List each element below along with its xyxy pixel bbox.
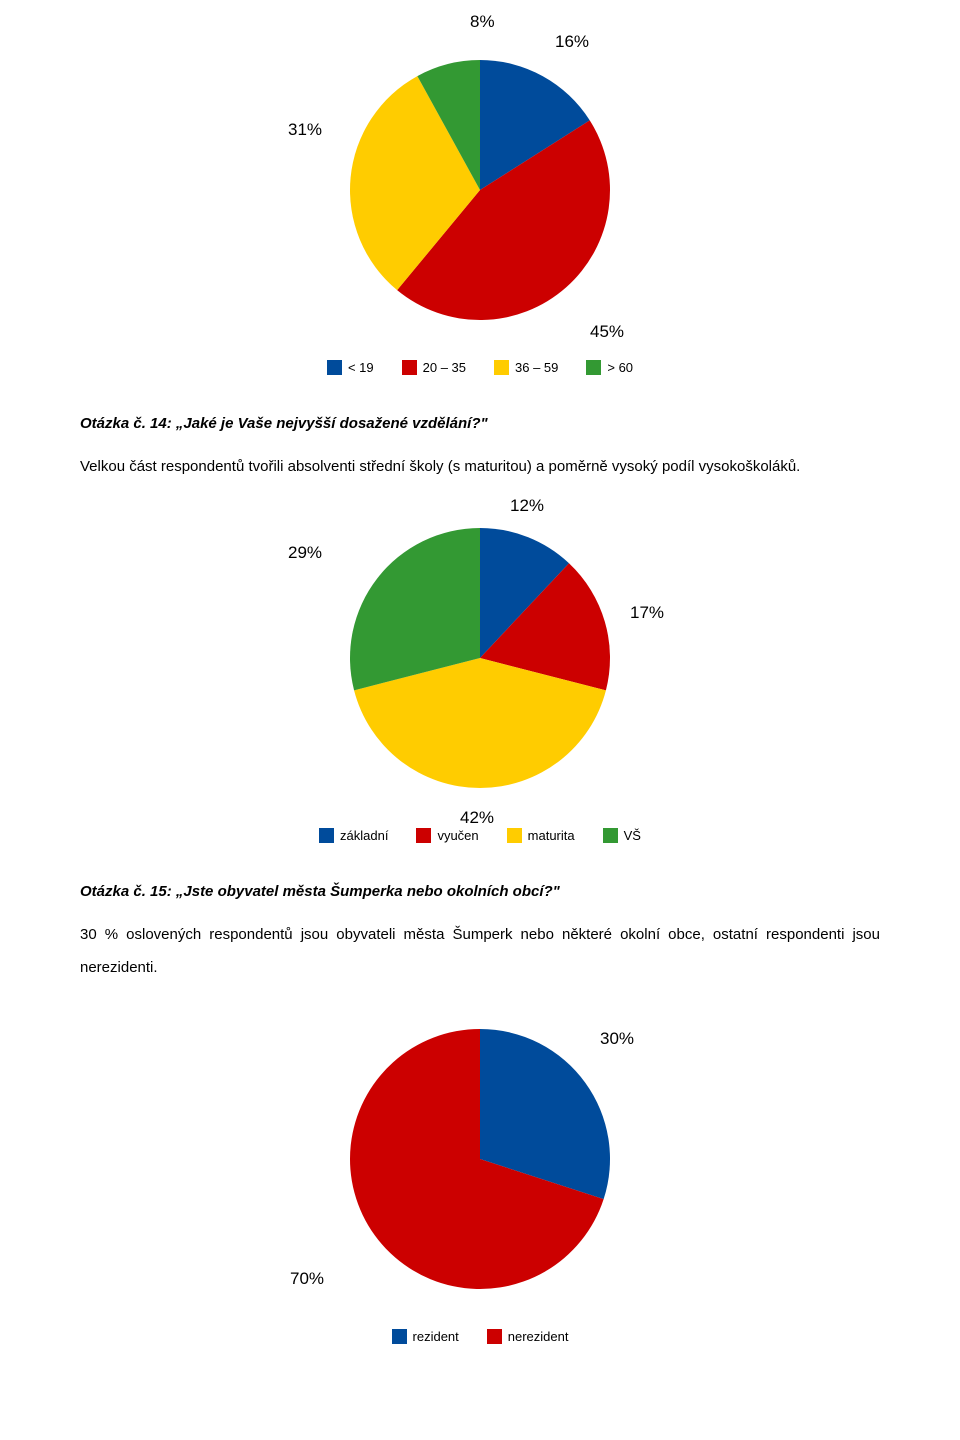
legend-item: vyučen — [416, 828, 478, 843]
legend-item: 20 – 35 — [402, 360, 466, 375]
education-chart-block: 12%17%29%42% základnívyučenmaturitaVŠ — [80, 508, 880, 843]
legend-item: maturita — [507, 828, 575, 843]
question-14-title: Otázka č. 14: „Jaké je Vaše nejvyšší dos… — [80, 415, 880, 432]
age-chart-block: 16%45%31%8% < 1920 – 3536 – 59> 60 — [80, 40, 880, 375]
pie-pct-label: 17% — [630, 603, 664, 623]
pie-pct-label: 16% — [555, 32, 589, 52]
pie-pct-label: 70% — [290, 1269, 324, 1289]
legend-swatch — [319, 828, 334, 843]
pie-pct-label: 31% — [288, 120, 322, 140]
legend-label: nerezident — [508, 1329, 569, 1344]
question-15-title: Otázka č. 15: „Jste obyvatel města Šumpe… — [80, 883, 880, 900]
age-pie — [310, 40, 650, 340]
residency-chart-block: 30% 70% rezident nerezident — [80, 1009, 880, 1344]
legend-label: vyučen — [437, 828, 478, 843]
legend-item: nerezident — [487, 1329, 569, 1344]
pie-pct-label: 12% — [510, 496, 544, 516]
legend-swatch — [507, 828, 522, 843]
legend-swatch — [586, 360, 601, 375]
pie-pct-label: 30% — [600, 1029, 634, 1049]
legend-item: rezident — [392, 1329, 459, 1344]
legend-label: maturita — [528, 828, 575, 843]
pie-pct-label: 29% — [288, 543, 322, 563]
legend-label: < 19 — [348, 360, 374, 375]
question-14-text: Velkou část respondentů tvořili absolven… — [80, 450, 880, 483]
age-pie-wrap: 16%45%31%8% — [80, 40, 880, 340]
legend-item: 36 – 59 — [494, 360, 558, 375]
legend-swatch — [494, 360, 509, 375]
education-pie — [310, 508, 650, 808]
legend-label: 36 – 59 — [515, 360, 558, 375]
residency-pie — [310, 1009, 650, 1309]
residency-legend: rezident nerezident — [80, 1329, 880, 1344]
legend-item: základní — [319, 828, 388, 843]
pie-pct-label: 42% — [460, 808, 494, 828]
pie-pct-label: 8% — [470, 12, 495, 32]
legend-swatch — [402, 360, 417, 375]
legend-label: > 60 — [607, 360, 633, 375]
legend-swatch — [327, 360, 342, 375]
education-pie-wrap: 12%17%29%42% — [80, 508, 880, 808]
age-legend: < 19 20 – 35 36 – 59 > 60 — [80, 360, 880, 375]
legend-label: VŠ — [624, 828, 641, 843]
legend-item: < 19 — [327, 360, 374, 375]
legend-label: rezident — [413, 1329, 459, 1344]
legend-swatch — [603, 828, 618, 843]
legend-swatch — [392, 1329, 407, 1344]
legend-swatch — [487, 1329, 502, 1344]
legend-label: 20 – 35 — [423, 360, 466, 375]
pie-pct-label: 45% — [590, 322, 624, 342]
legend-swatch — [416, 828, 431, 843]
legend-label: základní — [340, 828, 388, 843]
legend-item: VŠ — [603, 828, 641, 843]
question-15-text: 30 % oslovených respondentů jsou obyvate… — [80, 918, 880, 984]
legend-item: > 60 — [586, 360, 633, 375]
residency-pie-wrap: 30% 70% — [80, 1009, 880, 1309]
education-legend: základní vyučen maturita VŠ — [80, 828, 880, 843]
